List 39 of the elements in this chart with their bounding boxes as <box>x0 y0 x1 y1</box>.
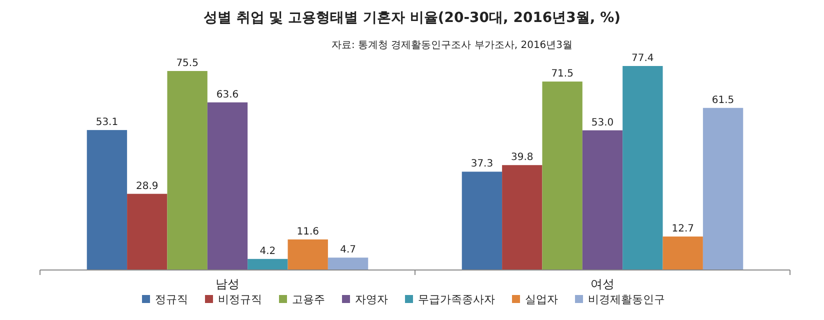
data-label: 71.5 <box>551 68 574 80</box>
bar <box>622 66 663 270</box>
legend-label: 자영자 <box>355 293 388 306</box>
bar <box>662 236 703 270</box>
data-label: 63.6 <box>216 89 239 100</box>
chart-title: 성별 취업 및 고용형태별 기혼자 비율(20-30대, 2016년3월, %) <box>203 10 621 26</box>
bar <box>288 239 328 270</box>
x-tick-label: 남성 <box>216 277 240 291</box>
bar <box>702 108 744 270</box>
data-label: 75.5 <box>176 58 198 70</box>
bar <box>127 194 168 270</box>
data-label: 61.5 <box>712 94 734 106</box>
data-label: 11.6 <box>296 226 319 238</box>
data-label: 39.8 <box>511 152 534 164</box>
data-label: 4.2 <box>260 246 276 257</box>
x-tick-label: 여성 <box>590 277 614 291</box>
data-label: 37.3 <box>470 158 494 170</box>
bar <box>248 258 288 270</box>
bar <box>462 172 502 270</box>
bar <box>86 130 128 270</box>
text: 자료: 통계청 경제활동인구조사 부가조사, 2016년3월 <box>331 40 573 51</box>
bar <box>167 71 208 270</box>
legend-label: 비경제활동인구 <box>588 293 665 306</box>
bar <box>582 130 623 270</box>
data-label: 12.7 <box>672 224 694 235</box>
bar <box>542 82 582 270</box>
data-label: 77.4 <box>632 53 654 64</box>
bar <box>502 165 542 270</box>
legend-label: 정규직 <box>155 293 188 306</box>
data-label: 53.1 <box>96 117 118 128</box>
legend-label: 고용주 <box>292 293 325 306</box>
legend-label: 실업자 <box>525 293 558 306</box>
data-label: 4.7 <box>340 244 356 256</box>
bar <box>207 102 248 270</box>
data-label: 53.0 <box>591 117 614 128</box>
legend-label: 무급가족종사자 <box>418 293 495 306</box>
data-label: 28.9 <box>136 180 158 192</box>
bar <box>328 258 368 270</box>
legend-label: 비정규직 <box>218 293 262 306</box>
